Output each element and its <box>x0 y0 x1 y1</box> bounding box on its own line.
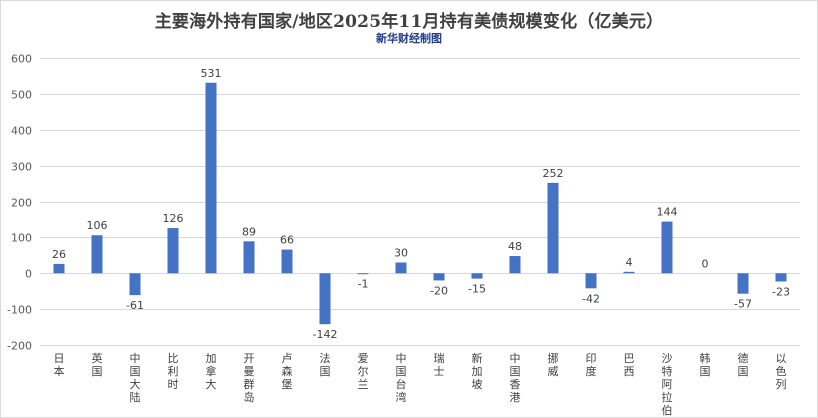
bar <box>547 182 559 274</box>
x-tick-label: 巴西 <box>624 352 635 378</box>
y-tick-label: 400 <box>11 125 32 138</box>
bar <box>509 256 521 274</box>
bar <box>281 249 293 274</box>
y-tick-label: 0 <box>25 268 32 281</box>
bar <box>129 273 141 296</box>
x-tick-label: 加拿大 <box>206 352 217 391</box>
bar <box>205 82 217 274</box>
x-tick-label: 爱尔兰 <box>358 352 369 391</box>
data-label: 531 <box>201 67 222 80</box>
x-tick-label: 德国 <box>738 351 749 378</box>
x-tick-label: 印度 <box>586 352 597 378</box>
x-tick-label: 法国 <box>320 351 331 378</box>
x-tick-label: 日本 <box>54 352 65 378</box>
x-tick-label: 沙特阿拉伯 <box>662 352 673 417</box>
x-axis: 日本 英国 中国大陆 比利时 加拿大 开曼群岛 卢森堡 法国 爱尔兰 中国台湾 瑞士 新加坡 中国香港 挪… <box>54 351 787 417</box>
bar <box>319 273 331 325</box>
bar <box>471 273 483 279</box>
bar <box>775 273 787 282</box>
x-tick-label: 新加坡 <box>472 351 483 391</box>
x-tick-label: 英国 <box>92 351 103 378</box>
x-tick-label: 韩国 <box>700 351 711 378</box>
data-label: -1 <box>358 278 369 291</box>
x-tick-label: 以色列 <box>776 352 787 391</box>
bar <box>357 273 369 275</box>
x-tick-label: 瑞士 <box>434 351 445 378</box>
data-label: -57 <box>734 298 752 311</box>
x-tick-label: 开曼群岛 <box>244 352 255 404</box>
y-axis: -200 -100 0 100 200 300 400 500 600 <box>7 53 32 353</box>
chart-subtitle: 新华财经制图 <box>376 32 442 45</box>
data-label: 252 <box>543 167 564 180</box>
data-label: 4 <box>626 256 633 269</box>
y-tick-label: 500 <box>11 89 32 102</box>
bar <box>737 273 749 294</box>
data-label: 106 <box>87 219 108 232</box>
gridlines <box>40 58 800 346</box>
data-label: -15 <box>468 283 486 296</box>
x-tick-label: 中国大陆 <box>130 352 141 404</box>
data-label: 0 <box>702 257 709 270</box>
y-tick-label: 300 <box>11 161 32 174</box>
data-label: -42 <box>582 292 600 305</box>
data-label: 144 <box>657 206 678 219</box>
data-label: 30 <box>394 246 408 259</box>
bar <box>623 271 635 274</box>
bar <box>433 273 445 281</box>
chart-title: 主要海外持有国家/地区2025年11月持有美债规模变化（亿美元） <box>154 12 664 32</box>
data-label: -61 <box>126 299 144 312</box>
bar <box>661 221 673 274</box>
y-tick-label: 100 <box>11 232 32 245</box>
data-label: -20 <box>430 284 448 297</box>
bar <box>53 263 65 274</box>
data-label: 126 <box>163 212 184 225</box>
x-tick-label: 中国台湾 <box>396 352 407 404</box>
x-tick-label: 中国香港 <box>510 352 521 404</box>
data-label: -23 <box>772 286 790 299</box>
bar <box>243 241 255 274</box>
bar <box>585 273 597 289</box>
data-label: 48 <box>508 240 522 253</box>
x-tick-label: 卢森堡 <box>282 352 293 391</box>
data-label: 89 <box>242 225 256 238</box>
data-label: 26 <box>52 248 66 261</box>
y-tick-label: 600 <box>11 53 32 66</box>
bar <box>395 262 407 274</box>
y-tick-label: -100 <box>7 304 32 317</box>
bar <box>167 228 179 274</box>
data-label: 66 <box>280 234 294 247</box>
y-tick-label: 200 <box>11 197 32 210</box>
data-labels: 26 106 -61 126 531 89 66 -142 -1 30 -20 -15 48 252 -42… <box>52 67 790 341</box>
bar <box>91 235 103 274</box>
y-tick-label: -200 <box>7 340 32 353</box>
x-tick-label: 挪威 <box>548 351 559 378</box>
x-tick-label: 比利时 <box>168 352 179 391</box>
data-label: -142 <box>313 328 338 341</box>
bars <box>53 82 787 325</box>
